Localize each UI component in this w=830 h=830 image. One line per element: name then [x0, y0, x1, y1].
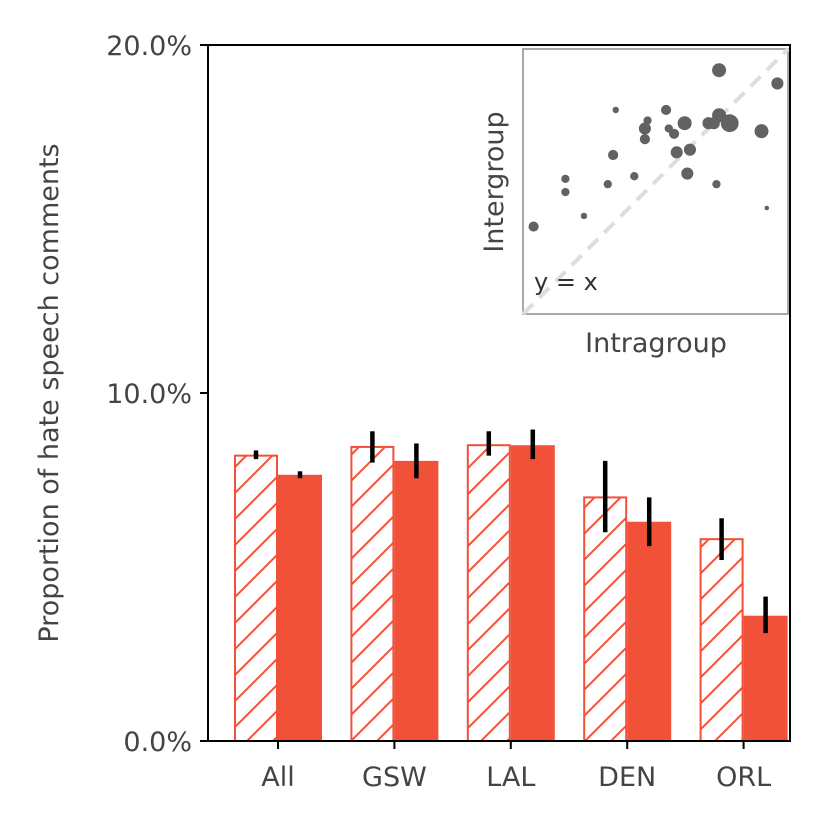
y-tick-label: 10.0%	[106, 379, 192, 410]
scatter-point	[670, 146, 683, 159]
y-axis-label: Proportion of hate speech comments	[34, 143, 65, 642]
scatter-point	[712, 180, 721, 189]
scatter-point	[612, 106, 619, 114]
inset-y-axis-label: Intergroup	[479, 111, 510, 252]
scatter-point	[639, 134, 651, 145]
reference-line-y-equals-x	[521, 47, 790, 316]
y-tick-label: 20.0%	[106, 31, 192, 62]
scatter-point	[561, 187, 570, 197]
scatter-point	[712, 63, 727, 78]
bar-intergroup-gsw	[394, 460, 439, 741]
scatter-point	[681, 167, 694, 180]
scatter-point	[754, 124, 769, 139]
scatter-point	[603, 180, 612, 189]
scatter-point	[771, 77, 784, 90]
bar-intragroup-all	[234, 454, 278, 742]
scatter-point	[528, 221, 539, 232]
scatter-point	[764, 205, 770, 211]
scatter-point	[630, 172, 639, 181]
scatter-point	[561, 174, 570, 184]
bars-group	[234, 444, 788, 742]
x-tick-label: DEN	[598, 762, 656, 793]
scatter-point	[661, 104, 672, 116]
x-axis-ticks: All GSW LAL DEN ORL	[261, 741, 771, 793]
bar-intergroup-orl	[743, 615, 788, 741]
y-axis-ticks: 0.0% 10.0% 20.0%	[106, 31, 208, 758]
x-tick-label: ORL	[716, 762, 771, 793]
scatter-points	[528, 63, 784, 232]
scatter-point	[668, 128, 680, 139]
x-tick-label: All	[261, 762, 294, 793]
y-tick-label: 0.0%	[123, 727, 192, 758]
scatter-point	[683, 143, 696, 156]
errorbars-group	[253, 429, 768, 634]
scatter-point	[638, 122, 651, 135]
x-tick-label: LAL	[486, 762, 535, 793]
bar-intergroup-den	[627, 521, 672, 741]
bar-intragroup-orl	[699, 538, 744, 742]
bar-intragroup-gsw	[350, 445, 395, 742]
bar-intragroup-lal	[466, 444, 511, 742]
reference-line-annotation: y = x	[534, 268, 598, 296]
scatter-point	[720, 114, 739, 133]
scatter-point	[677, 116, 692, 131]
bar-intergroup-lal	[510, 445, 555, 741]
inset-plot: y = x Intragroup Intergroup	[479, 47, 790, 359]
bar-intergroup-all	[278, 474, 322, 741]
x-tick-label: GSW	[362, 762, 427, 793]
inset-x-axis-label: Intragroup	[585, 328, 727, 359]
scatter-point	[580, 212, 588, 220]
scatter-point	[608, 149, 619, 161]
scatter-point	[643, 116, 652, 125]
main-plot: 0.0% 10.0% 20.0% All GSW LAL DEN ORL Proportio…	[34, 31, 791, 793]
bar-intragroup-den	[583, 496, 628, 742]
